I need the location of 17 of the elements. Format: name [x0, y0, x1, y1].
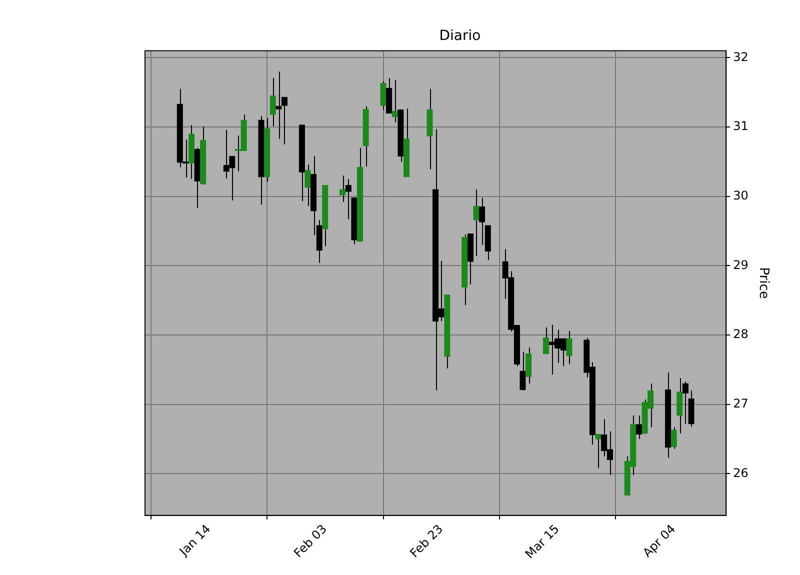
candlestick: [688, 390, 694, 428]
x-tick-label: Feb 23: [407, 522, 446, 560]
y-tick-label: 27: [733, 396, 748, 411]
x-tick-label: Jan 14: [176, 522, 214, 560]
y-axis-title: Price: [756, 267, 771, 299]
y-tick-label: 30: [733, 188, 748, 203]
y-tick-label: 26: [733, 466, 748, 480]
y-tick-label: 32: [733, 50, 748, 64]
candlestick: [345, 178, 352, 220]
x-tick-label: Apr 04: [640, 522, 678, 560]
chart-title: Diario: [439, 28, 481, 44]
y-tick-label: 29: [733, 258, 748, 272]
x-tick-label: Mar 15: [522, 522, 562, 562]
y-tick-label: 31: [733, 119, 748, 134]
x-tick-label: Feb 03: [291, 522, 330, 560]
candlestick: [636, 414, 642, 440]
y-tick-label: 28: [733, 327, 748, 342]
